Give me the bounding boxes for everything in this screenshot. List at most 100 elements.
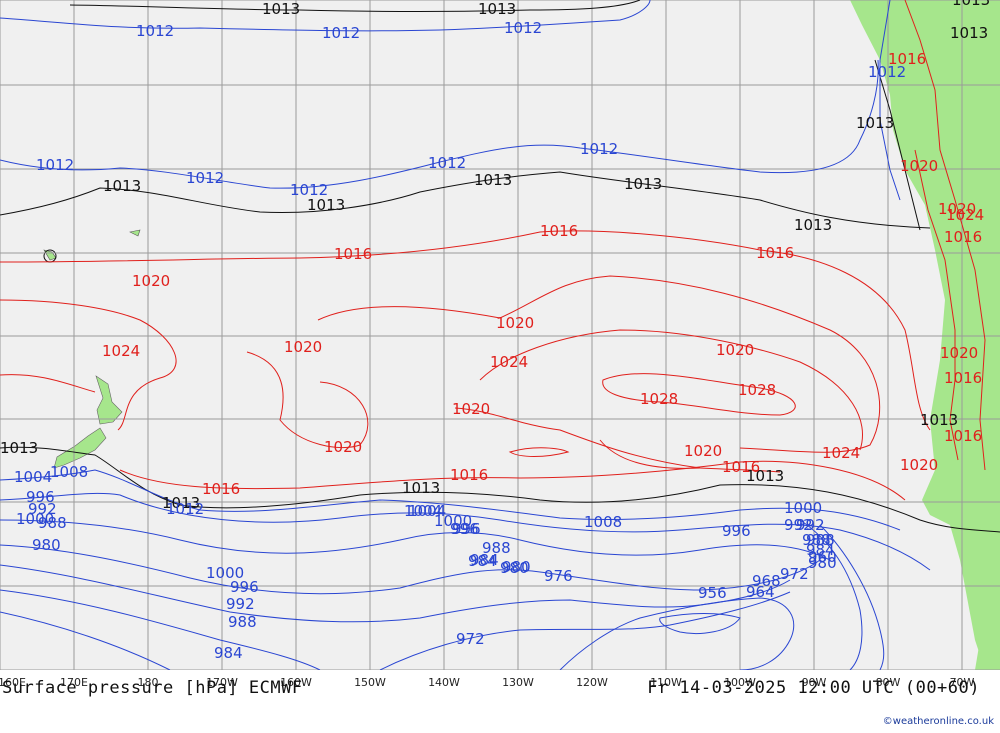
isobar-label: 1013: [0, 439, 38, 457]
isobar-label: 1028: [738, 381, 776, 399]
longitude-label: 160W: [280, 676, 312, 689]
map-title: Surface pressure [hPa] ECMWF: [2, 678, 303, 698]
longitude-label: 180: [137, 676, 159, 689]
longitude-label: 90W: [801, 676, 827, 689]
isobar-label: 1024: [102, 342, 140, 360]
isobar-label: 996: [230, 578, 259, 596]
isobar-label: 1013: [856, 114, 894, 132]
isobar-label: 1013: [103, 177, 141, 195]
longitude-label: 130W: [502, 676, 534, 689]
isobars-high: [0, 0, 986, 501]
isobar-label: 1016: [944, 369, 982, 387]
isobar-label: 1020: [496, 314, 534, 332]
isobar-label: 1020: [716, 341, 754, 359]
isobar-label: 992: [226, 595, 255, 613]
footer-bar: [0, 670, 1000, 733]
longitude-label: 160E: [0, 676, 26, 689]
isobar-label: 1016: [944, 228, 982, 246]
isobar-label: 1020: [452, 400, 490, 418]
isobar-label: 1000: [16, 510, 54, 528]
isobar-label: 996: [450, 520, 479, 538]
isobar-label: 1020: [900, 456, 938, 474]
longitude-label: 150W: [354, 676, 386, 689]
isobar-label: 984: [470, 551, 499, 569]
pressure-map: 1013 1013 1013 1012 1012 1012 1016 1013 1012 1012…: [0, 0, 1000, 671]
ocean-background: [0, 0, 1000, 670]
isobar-label: 1020: [900, 157, 938, 175]
longitude-label: 170E: [60, 676, 88, 689]
isobar-label: 992: [28, 500, 57, 518]
land-new-zealand: [53, 375, 123, 469]
isobar-label: 1028: [640, 390, 678, 408]
isobar-label: 1012: [36, 156, 74, 174]
isobar-label: 1013: [950, 24, 988, 42]
isobar-label: 980: [32, 536, 61, 554]
isobar-label: 1020: [684, 442, 722, 460]
isobar-label: 1013: [624, 175, 662, 193]
isobar-label: 988: [38, 514, 67, 532]
longitude-label: 120W: [576, 676, 608, 689]
isobar-label: 972: [456, 630, 485, 648]
longitude-label: 140W: [428, 676, 460, 689]
isobar-label: 1000: [434, 512, 472, 530]
isobar-label: 964: [746, 583, 775, 601]
isobar-label: 1013: [262, 0, 300, 18]
isobar-label: 992: [784, 516, 813, 534]
isobar-label: 1012: [166, 500, 204, 518]
isobar-label: 1016: [888, 50, 926, 68]
isobar-label: 1020: [132, 272, 170, 290]
isobar-label: 1013: [478, 0, 516, 18]
isobar-label: 988: [806, 531, 835, 549]
isobar-label: 1012: [868, 63, 906, 81]
isobar-label: 984: [214, 644, 243, 662]
isobar-label: 1013: [746, 467, 784, 485]
isobar-label: 1016: [540, 222, 578, 240]
isobar-label: 988: [228, 613, 257, 631]
isobar-label: 992: [796, 516, 825, 534]
isobar-label: 1024: [490, 353, 528, 371]
isobar-label: 980: [500, 559, 529, 577]
isobar-label: 1013: [307, 196, 345, 214]
isobar-label: 988: [482, 539, 511, 557]
longitude-label: 80W: [875, 676, 901, 689]
longitude-label: 100W: [724, 676, 756, 689]
isobar-label: 1016: [756, 244, 794, 262]
isobar-label: 1020: [284, 338, 322, 356]
isobar-label: 1016: [202, 480, 240, 498]
isobar-label: 984: [806, 541, 835, 559]
isobar-label: 1008: [50, 463, 88, 481]
credit-link[interactable]: ©weatheronline.co.uk: [882, 716, 994, 727]
isobar-label: 1000: [784, 499, 822, 517]
isobar-label: 1013: [952, 0, 990, 9]
isobar-label: 1013: [920, 411, 958, 429]
isobar-label: 1013: [402, 479, 440, 497]
isobar-label: 1012: [186, 169, 224, 187]
isobar-label: 1013: [162, 494, 200, 512]
isobar-label: 1004: [404, 502, 442, 520]
isobar-label: 1012: [290, 181, 328, 199]
isobar-label: 1016: [944, 427, 982, 445]
isobar-label: 1012: [136, 22, 174, 40]
isobar-label: 1020: [938, 200, 976, 218]
isobar-label: 1012: [504, 19, 542, 37]
isobar-label: 1008: [584, 513, 622, 531]
isobar-label: 1020: [940, 344, 978, 362]
isobar-label: 980: [502, 558, 531, 576]
isobar-label: 1013: [474, 171, 512, 189]
isobar-label: 996: [26, 488, 55, 506]
isobar-label: 996: [722, 522, 751, 540]
isobar-label: 984: [468, 552, 497, 570]
isobar-label: 1012: [428, 154, 466, 172]
longitude-label: 70W: [949, 676, 975, 689]
isobars-mid: [0, 0, 1000, 533]
isobar-label: 956: [698, 584, 727, 602]
isobar-label: 1024: [822, 444, 860, 462]
isobar-label: 996: [452, 520, 481, 538]
isobar-label: 1020: [324, 438, 362, 456]
isobar-label: 960: [808, 548, 837, 566]
longitude-label: 170W: [206, 676, 238, 689]
isobars-low: [0, 0, 931, 671]
isobar-label: 1013: [794, 216, 832, 234]
isobar-label: 1016: [450, 466, 488, 484]
